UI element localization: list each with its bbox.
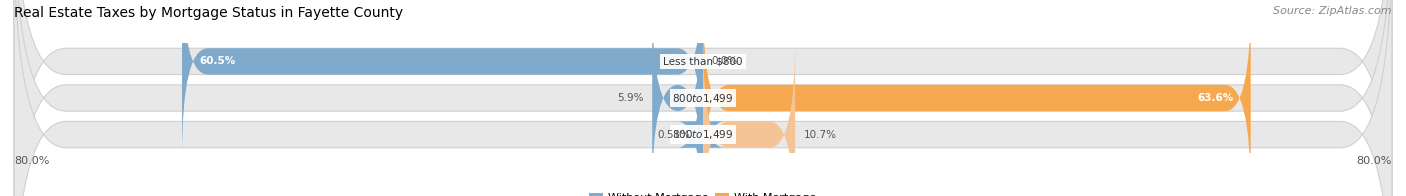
FancyBboxPatch shape bbox=[703, 38, 796, 196]
Text: 5.9%: 5.9% bbox=[617, 93, 644, 103]
FancyBboxPatch shape bbox=[181, 0, 703, 158]
Text: $800 to $1,499: $800 to $1,499 bbox=[672, 92, 734, 104]
Text: 60.5%: 60.5% bbox=[200, 56, 235, 66]
FancyBboxPatch shape bbox=[14, 0, 1392, 196]
Text: 0.51%: 0.51% bbox=[657, 130, 690, 140]
Text: 10.7%: 10.7% bbox=[804, 130, 837, 140]
Text: Source: ZipAtlas.com: Source: ZipAtlas.com bbox=[1274, 6, 1392, 16]
FancyBboxPatch shape bbox=[678, 38, 724, 196]
Text: 0.0%: 0.0% bbox=[711, 56, 738, 66]
FancyBboxPatch shape bbox=[703, 1, 1251, 195]
Text: Less than $800: Less than $800 bbox=[664, 56, 742, 66]
Text: 63.6%: 63.6% bbox=[1198, 93, 1233, 103]
Text: 80.0%: 80.0% bbox=[14, 156, 49, 166]
FancyBboxPatch shape bbox=[14, 0, 1392, 196]
Legend: Without Mortgage, With Mortgage: Without Mortgage, With Mortgage bbox=[585, 188, 821, 196]
FancyBboxPatch shape bbox=[14, 0, 1392, 196]
FancyBboxPatch shape bbox=[652, 1, 703, 195]
Text: Real Estate Taxes by Mortgage Status in Fayette County: Real Estate Taxes by Mortgage Status in … bbox=[14, 6, 404, 20]
Text: 80.0%: 80.0% bbox=[1357, 156, 1392, 166]
Text: $800 to $1,499: $800 to $1,499 bbox=[672, 128, 734, 141]
